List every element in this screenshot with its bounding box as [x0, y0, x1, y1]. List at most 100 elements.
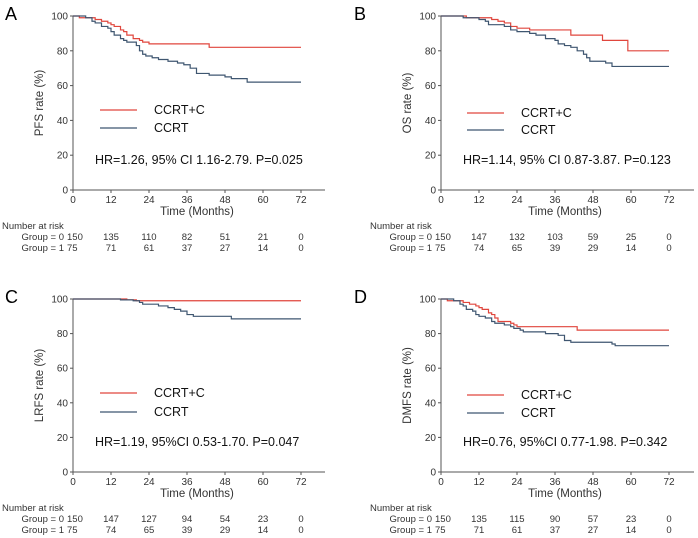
x-tick-label: 24: [143, 477, 155, 488]
risk-count: 74: [106, 525, 117, 536]
x-tick-label: 48: [219, 477, 231, 488]
y-tick-label: 60: [57, 81, 69, 92]
risk-row-label: Group = 1: [21, 243, 64, 254]
x-tick-label: 24: [143, 195, 155, 206]
risk-row-label: Group = 0: [21, 232, 64, 243]
x-tick-label: 60: [625, 195, 637, 206]
risk-row-label: Group = 0: [21, 514, 64, 525]
y-tick-label: 80: [57, 329, 69, 340]
risk-table-title: Number at risk: [370, 503, 432, 514]
km-panel-c: C 0 20 40 60 80 100 0 12 24 36 48 60 72 Time (Months) L…: [2, 287, 325, 536]
x-tick-label: 36: [549, 477, 561, 488]
panel-label: D: [354, 287, 367, 307]
x-tick-label: 0: [70, 195, 76, 206]
x-tick-label: 12: [473, 195, 485, 206]
risk-row-label: Group = 1: [389, 243, 432, 254]
km-curve-ccrt-c: [73, 15, 301, 48]
km-panel-d: D 0 20 40 60 80 100 0 12 24 36 48 60 72 Time (Months) D…: [354, 287, 694, 536]
y-tick-label: 20: [425, 433, 437, 444]
hazard-ratio-annotation: HR=1.19, 95%CI 0.53-1.70. P=0.047: [95, 435, 299, 449]
risk-count: 0: [298, 525, 303, 536]
x-tick-label: 72: [663, 195, 675, 206]
legend-label: CCRT: [521, 123, 556, 137]
x-axis-label: Time (Months): [528, 488, 602, 500]
y-tick-label: 60: [425, 364, 437, 375]
x-tick-label: 48: [587, 195, 599, 206]
risk-count: 150: [67, 514, 83, 525]
y-tick-label: 20: [57, 151, 69, 162]
y-axis-label: PFS rate (%): [34, 70, 46, 137]
legend-label: CCRT+C: [154, 386, 205, 400]
risk-count: 14: [258, 243, 269, 254]
risk-count: 65: [512, 243, 523, 254]
risk-count: 61: [144, 243, 155, 254]
legend-label: CCRT: [154, 121, 189, 135]
km-curve-ccrt: [73, 15, 301, 83]
x-tick-label: 36: [549, 195, 561, 206]
x-tick-label: 48: [587, 477, 599, 488]
risk-row-label: Group = 0: [389, 232, 432, 243]
hazard-ratio-annotation: HR=1.26, 95% CI 1.16-2.79. P=0.025: [95, 153, 303, 167]
legend-label: CCRT: [154, 405, 189, 419]
x-axis-label: Time (Months): [160, 488, 234, 500]
risk-count: 75: [67, 243, 78, 254]
x-tick-label: 24: [511, 477, 523, 488]
y-tick-label: 80: [425, 329, 437, 340]
risk-count: 25: [626, 232, 637, 243]
risk-count: 115: [509, 514, 524, 525]
y-tick-label: 100: [419, 295, 436, 306]
hazard-ratio-annotation: HR=0.76, 95%CI 0.77-1.98. P=0.342: [463, 435, 667, 449]
risk-count: 39: [182, 525, 193, 536]
km-curve-ccrt: [441, 15, 669, 68]
risk-count: 0: [298, 232, 303, 243]
risk-count: 110: [141, 232, 156, 243]
y-tick-label: 0: [430, 186, 436, 197]
risk-count: 74: [474, 243, 485, 254]
risk-count: 61: [512, 525, 523, 536]
risk-count: 0: [666, 243, 671, 254]
km-curve-ccrt-c: [441, 15, 669, 52]
risk-count: 147: [471, 232, 487, 243]
risk-count: 94: [182, 514, 193, 525]
risk-count: 39: [550, 243, 561, 254]
x-tick-label: 24: [511, 195, 523, 206]
y-tick-label: 20: [57, 433, 69, 444]
x-axis-label: Time (Months): [528, 206, 602, 218]
panel-label: B: [354, 4, 366, 24]
x-tick-label: 60: [257, 477, 269, 488]
y-tick-label: 60: [57, 364, 69, 375]
y-tick-label: 100: [419, 12, 436, 23]
x-tick-label: 36: [181, 477, 193, 488]
risk-count: 0: [298, 514, 303, 525]
y-tick-label: 100: [51, 12, 68, 23]
risk-count: 82: [182, 232, 193, 243]
risk-row-label: Group = 0: [389, 514, 432, 525]
risk-count: 71: [474, 525, 485, 536]
risk-count: 150: [67, 232, 83, 243]
legend-label: CCRT+C: [521, 106, 572, 120]
km-curve-ccrt-c: [441, 298, 669, 331]
x-tick-label: 0: [438, 195, 444, 206]
risk-count: 14: [258, 525, 269, 536]
risk-count: 71: [106, 243, 117, 254]
risk-count: 59: [588, 232, 599, 243]
risk-count: 37: [182, 243, 193, 254]
x-tick-label: 12: [105, 477, 117, 488]
x-tick-label: 60: [257, 195, 269, 206]
y-tick-label: 100: [51, 295, 68, 306]
risk-count: 14: [626, 525, 637, 536]
x-tick-label: 0: [70, 477, 76, 488]
y-tick-label: 40: [425, 398, 437, 409]
x-tick-label: 72: [295, 477, 307, 488]
y-tick-label: 60: [425, 81, 437, 92]
risk-count: 57: [588, 514, 599, 525]
risk-count: 0: [666, 232, 671, 243]
km-panel-a: A 0 20 40 60 80 100 0 12 24 36 48 60 72 Time (Months) P…: [2, 4, 325, 254]
x-tick-label: 72: [663, 477, 675, 488]
y-tick-label: 0: [62, 186, 68, 197]
y-axis-label: OS rate (%): [402, 72, 414, 133]
y-tick-label: 0: [430, 468, 436, 479]
x-tick-label: 36: [181, 195, 193, 206]
legend-label: CCRT+C: [521, 388, 572, 402]
risk-count: 54: [220, 514, 231, 525]
